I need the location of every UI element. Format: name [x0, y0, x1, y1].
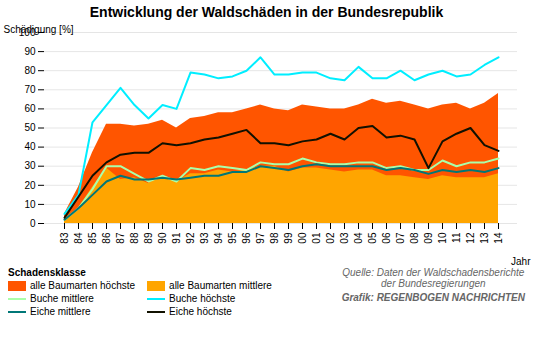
svg-text:94: 94 [213, 232, 224, 244]
svg-text:05: 05 [367, 232, 378, 244]
svg-text:86: 86 [101, 232, 112, 244]
svg-text:06: 06 [381, 232, 392, 244]
svg-text:97: 97 [255, 232, 266, 244]
svg-text:12: 12 [465, 232, 476, 244]
html-text:Eiche höchste: Eiche höchste [169, 306, 232, 317]
svg-text:90: 90 [157, 232, 168, 244]
svg-text:Schädigung [%]: Schädigung [%] [4, 24, 74, 35]
svg-text:30: 30 [24, 160, 36, 171]
svg-text:0: 0 [30, 218, 36, 229]
html-text:alle Baumarten höchste: alle Baumarten höchste [30, 280, 136, 291]
svg-text:89: 89 [143, 232, 154, 244]
svg-text:93: 93 [199, 232, 210, 244]
svg-text:70: 70 [24, 84, 36, 95]
svg-text:20: 20 [24, 180, 36, 191]
svg-text:92: 92 [185, 232, 196, 244]
html-text:Entwicklung der Waldschäden in: Entwicklung der Waldschäden in der Bunde… [89, 4, 444, 20]
html-text:Buche mittlere: Buche mittlere [30, 293, 94, 304]
svg-text:91: 91 [171, 232, 182, 244]
svg-text:10: 10 [24, 199, 36, 210]
svg-text:08: 08 [409, 232, 420, 244]
svg-text:87: 87 [115, 232, 126, 244]
svg-text:02: 02 [325, 232, 336, 244]
svg-text:60: 60 [24, 103, 36, 114]
svg-text:85: 85 [87, 232, 98, 244]
svg-text:09: 09 [423, 232, 434, 244]
svg-text:95: 95 [227, 232, 238, 244]
svg-text:07: 07 [395, 232, 406, 244]
svg-text:96: 96 [241, 232, 252, 244]
html-text:Buche höchste: Buche höchste [169, 293, 236, 304]
svg-text:80: 80 [24, 65, 36, 76]
html-text:Grafik: REGENBOGEN NACHRICHTEN: Grafik: REGENBOGEN NACHRICHTEN [341, 292, 525, 303]
svg-text:11: 11 [451, 232, 462, 243]
html-text:alle Baumarten mittlere: alle Baumarten mittlere [169, 280, 272, 291]
svg-text:40: 40 [24, 141, 36, 152]
html-text:Quelle: Daten der Waldschadens: Quelle: Daten der Waldschadensberichte d… [342, 267, 525, 289]
svg-text:88: 88 [129, 232, 140, 244]
svg-text:98: 98 [269, 232, 280, 244]
svg-text:01: 01 [311, 232, 322, 244]
svg-text:10: 10 [437, 232, 448, 244]
svg-text:99: 99 [283, 232, 294, 244]
svg-text:14: 14 [493, 232, 504, 244]
html-text:Eiche mittlere: Eiche mittlere [30, 306, 91, 317]
svg-text:00: 00 [297, 232, 308, 244]
svg-text:90: 90 [24, 46, 36, 57]
svg-text:50: 50 [24, 122, 36, 133]
html-text:Schadensklasse: Schadensklasse [8, 267, 86, 278]
svg-text:03: 03 [339, 232, 350, 244]
svg-text:Jahr: Jahr [511, 256, 531, 267]
svg-text:84: 84 [73, 232, 84, 244]
svg-text:13: 13 [479, 232, 490, 244]
svg-text:83: 83 [59, 232, 70, 244]
svg-text:04: 04 [353, 232, 364, 244]
